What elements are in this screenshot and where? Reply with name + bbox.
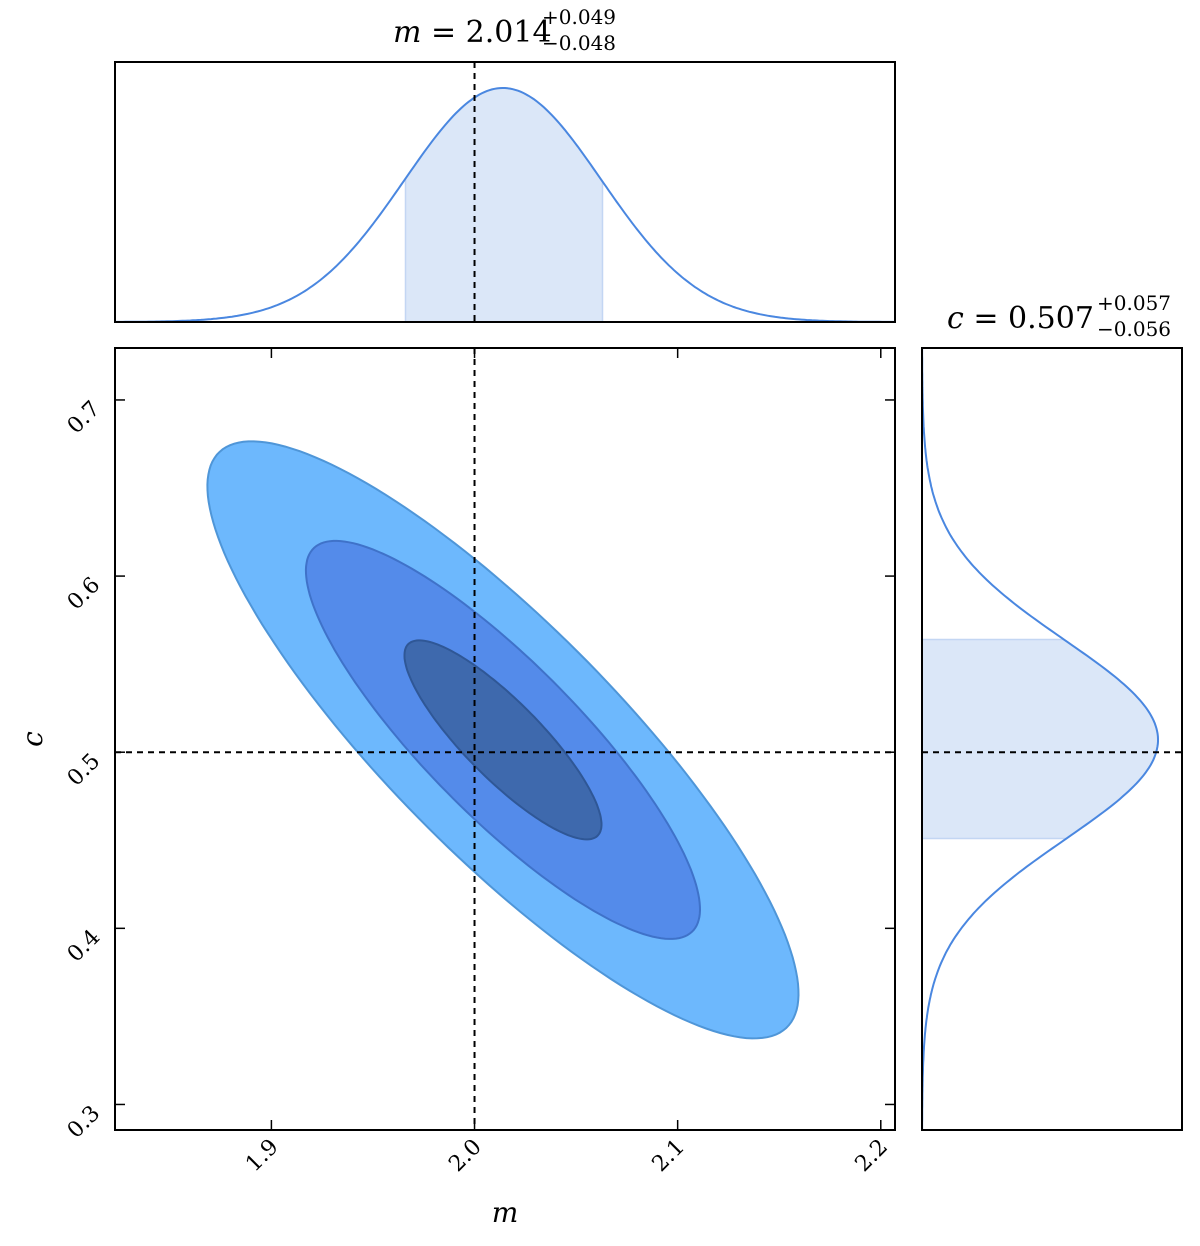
title-c-prefix: c = bbox=[947, 301, 1008, 336]
title-m: m = 2.014 +0.049 −0.048 bbox=[393, 5, 616, 55]
x-tick-label: 2.0 bbox=[444, 1135, 486, 1177]
x-axis-label: m bbox=[492, 1196, 519, 1229]
title-m-lower: −0.048 bbox=[542, 31, 616, 55]
svg-text:c = 0.507: c = 0.507 bbox=[947, 301, 1094, 336]
y-tick-label: 0.5 bbox=[63, 749, 105, 791]
marginal-c-interval-fill bbox=[921, 638, 1159, 840]
x-tick-label: 2.1 bbox=[648, 1135, 690, 1177]
svg-text:m = 2.014: m = 2.014 bbox=[393, 15, 552, 50]
x-tick-label: 2.2 bbox=[851, 1135, 893, 1177]
y-tick-label: 0.4 bbox=[63, 925, 105, 967]
title-c-lower: −0.056 bbox=[1097, 317, 1171, 341]
marginal-m-interval-fill bbox=[404, 87, 604, 323]
title-m-prefix: m = bbox=[393, 15, 466, 50]
title-c: c = 0.507 +0.057 −0.056 bbox=[947, 291, 1171, 341]
y-axis-label: c bbox=[16, 731, 49, 747]
joint-contours bbox=[206, 440, 800, 1040]
marginal-c-panel bbox=[921, 347, 1183, 1131]
marginal-c-curve bbox=[921, 348, 1159, 1130]
title-m-upper: +0.049 bbox=[542, 5, 616, 29]
y-tick-label: 0.7 bbox=[63, 397, 105, 439]
marginal-m-frame bbox=[114, 61, 896, 323]
y-tick-label: 0.3 bbox=[63, 1101, 105, 1143]
contour-1sigma bbox=[403, 639, 603, 841]
y-tick-label: 0.6 bbox=[63, 573, 105, 615]
marginal-m-panel bbox=[114, 61, 896, 323]
y-tick-labels: 0.3 0.4 0.5 0.6 0.7 bbox=[63, 397, 105, 1144]
marginal-m-curve bbox=[115, 87, 895, 323]
marginal-c-frame bbox=[921, 347, 1183, 1131]
title-m-value: 2.014 bbox=[466, 15, 552, 50]
title-c-upper: +0.057 bbox=[1097, 291, 1171, 315]
title-c-value: 0.507 bbox=[1008, 301, 1094, 336]
joint-frame bbox=[114, 347, 896, 1131]
tick-marks bbox=[115, 348, 895, 1130]
joint-panel bbox=[114, 347, 896, 1131]
x-tick-label: 1.9 bbox=[241, 1135, 283, 1177]
x-tick-labels: 1.9 2.0 2.1 2.2 bbox=[241, 1135, 893, 1177]
